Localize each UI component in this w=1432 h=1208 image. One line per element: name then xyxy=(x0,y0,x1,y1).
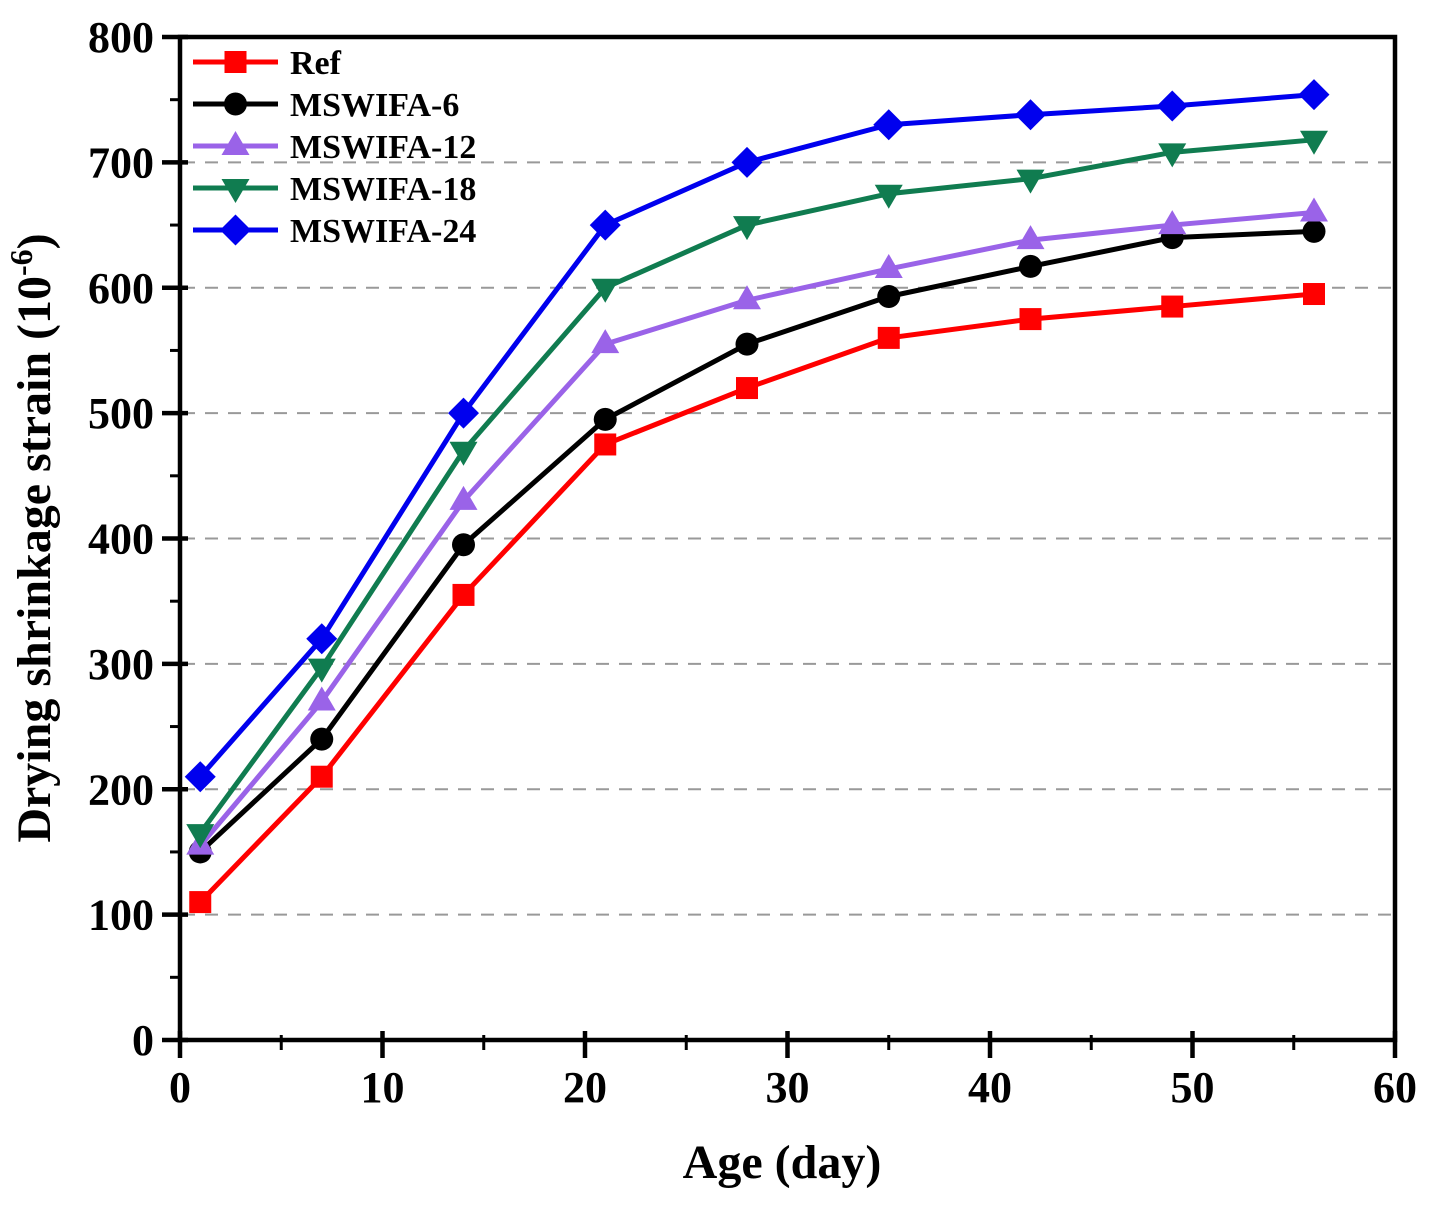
data-point-MSWIFA-24 xyxy=(1015,99,1046,131)
data-point-MSWIFA-12 xyxy=(449,485,478,510)
data-point-MSWIFA-24 xyxy=(448,397,479,429)
x-tick-label: 0 xyxy=(169,1063,191,1112)
legend-label-MSWIFA-24: MSWIFA-24 xyxy=(290,213,476,250)
data-point-Ref xyxy=(877,326,900,349)
legend-marker-MSWIFA-18 xyxy=(221,179,250,203)
legend-marker-MSWIFA-6 xyxy=(224,92,247,116)
series-MSWIFA-24 xyxy=(184,79,1330,793)
data-point-MSWIFA-12 xyxy=(1300,197,1328,222)
data-point-Ref xyxy=(452,583,475,606)
series-Ref xyxy=(189,283,1325,914)
data-point-MSWIFA-24 xyxy=(1298,79,1330,111)
x-tick-label: 40 xyxy=(968,1063,1012,1112)
legend-item-Ref: Ref xyxy=(193,45,342,82)
data-point-MSWIFA-18 xyxy=(733,216,761,241)
data-point-MSWIFA-6 xyxy=(452,533,475,557)
data-point-MSWIFA-24 xyxy=(589,209,621,241)
y-axis-title: Drying shrinkage strain (10-6) xyxy=(3,233,61,842)
data-point-MSWIFA-18 xyxy=(874,184,903,209)
x-tick-label: 20 xyxy=(563,1063,607,1112)
legend-marker-MSWIFA-12 xyxy=(221,131,250,155)
data-point-MSWIFA-6 xyxy=(877,285,901,309)
series-MSWIFA-6 xyxy=(188,219,1326,864)
data-point-MSWIFA-24 xyxy=(873,109,905,141)
y-tick-label: 0 xyxy=(132,1016,154,1065)
x-tick-label: 50 xyxy=(1171,1063,1215,1112)
y-tick-label: 500 xyxy=(88,389,154,438)
data-point-Ref xyxy=(310,765,333,788)
gridlines-group xyxy=(182,161,1393,916)
x-tick-label: 10 xyxy=(361,1063,405,1112)
data-point-MSWIFA-18 xyxy=(449,441,478,466)
data-point-MSWIFA-6 xyxy=(735,332,759,356)
data-point-Ref xyxy=(1303,283,1325,306)
data-point-MSWIFA-12 xyxy=(1016,225,1045,250)
data-point-Ref xyxy=(594,433,617,456)
data-point-MSWIFA-18 xyxy=(1300,130,1328,155)
data-point-Ref xyxy=(189,891,212,914)
data-point-MSWIFA-12 xyxy=(1158,210,1187,235)
x-axis-title: Age (day) xyxy=(683,1136,882,1189)
y-tick-label: 800 xyxy=(88,13,154,62)
series-line-MSWIFA-6 xyxy=(197,228,1317,855)
data-point-MSWIFA-12 xyxy=(307,686,336,711)
data-point-MSWIFA-12 xyxy=(874,253,903,278)
legend-marker-MSWIFA-24 xyxy=(220,214,251,246)
data-point-MSWIFA-24 xyxy=(1156,90,1188,122)
y-tick-label: 300 xyxy=(88,640,154,689)
data-point-MSWIFA-18 xyxy=(1016,169,1045,194)
legend-item-MSWIFA-24: MSWIFA-24 xyxy=(193,213,476,250)
data-point-MSWIFA-24 xyxy=(306,623,338,655)
y-tick-label: 700 xyxy=(88,138,154,187)
data-point-MSWIFA-6 xyxy=(310,727,334,751)
y-tick-label: 100 xyxy=(88,891,154,940)
data-point-MSWIFA-6 xyxy=(1019,254,1042,278)
y-tick-label: 200 xyxy=(88,765,154,814)
legend-item-MSWIFA-12: MSWIFA-12 xyxy=(193,129,476,166)
data-point-MSWIFA-18 xyxy=(591,278,620,303)
x-tick-label: 60 xyxy=(1373,1063,1417,1112)
data-point-Ref xyxy=(736,377,758,400)
x-tick-label: 30 xyxy=(766,1063,810,1112)
y-tick-label: 600 xyxy=(88,264,154,313)
legend-label-MSWIFA-18: MSWIFA-18 xyxy=(290,171,476,208)
data-point-MSWIFA-18 xyxy=(307,658,336,683)
data-point-MSWIFA-12 xyxy=(733,285,761,310)
y-tick-label: 400 xyxy=(88,515,154,564)
legend-item-MSWIFA-18: MSWIFA-18 xyxy=(193,171,476,208)
legend-item-MSWIFA-6: MSWIFA-6 xyxy=(193,87,459,124)
series-MSWIFA-18 xyxy=(186,130,1328,849)
legend: Ref MSWIFA-6 MSWIFA-12 MSWIFA-18 MSWIFA-24 xyxy=(193,45,476,250)
data-point-MSWIFA-24 xyxy=(184,761,216,793)
data-point-Ref xyxy=(1161,295,1184,318)
legend-marker-Ref xyxy=(224,51,247,73)
data-point-MSWIFA-18 xyxy=(186,824,215,849)
legend-label-MSWIFA-12: MSWIFA-12 xyxy=(290,129,476,166)
ticks-group: 0 100 200 300 400 500 600 700 800 0 10 20 30 40 50 60 xyxy=(88,13,1417,1112)
data-point-MSWIFA-12 xyxy=(591,329,620,354)
data-point-MSWIFA-18 xyxy=(1158,143,1187,168)
series-MSWIFA-12 xyxy=(186,197,1328,855)
data-point-MSWIFA-6 xyxy=(1302,219,1326,243)
legend-label-MSWIFA-6: MSWIFA-6 xyxy=(290,87,459,124)
series-group xyxy=(184,79,1330,914)
data-point-MSWIFA-6 xyxy=(593,407,617,431)
data-point-MSWIFA-24 xyxy=(731,146,763,178)
legend-label-Ref: Ref xyxy=(290,45,342,82)
data-point-Ref xyxy=(1019,308,1042,331)
